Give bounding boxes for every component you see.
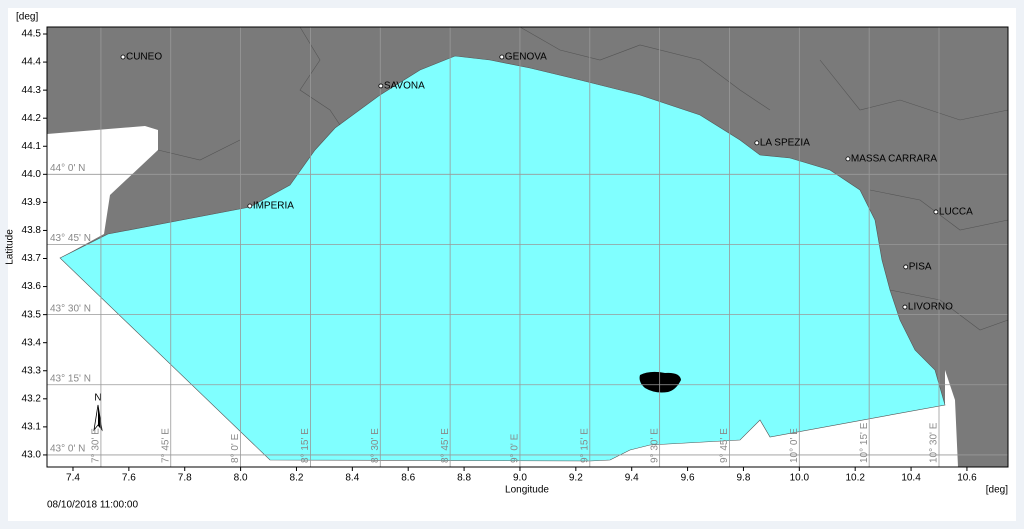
y-tick-label: 44.2 — [22, 113, 42, 124]
outside-area — [47, 126, 958, 467]
meridian-label: 9° 30' E — [649, 428, 660, 463]
north-label: N — [94, 393, 101, 404]
y-tick-label: 44.1 — [22, 141, 42, 152]
y-tick-label: 43.1 — [22, 422, 42, 433]
y-tick-label: 43.0 — [22, 450, 42, 461]
city-label: IMPERIA — [253, 201, 294, 212]
timestamp: 08/10/2018 11:00:00 — [47, 500, 138, 511]
y-tick-label: 44.4 — [22, 57, 42, 68]
island — [639, 371, 681, 393]
x-tick-label: 10.6 — [957, 473, 977, 484]
x-tick-label: 10.2 — [845, 473, 865, 484]
x-tick-label: 10.0 — [790, 473, 810, 484]
x-tick-label: 9.0 — [513, 473, 527, 484]
city-marker — [845, 156, 851, 162]
x-tick-label: 8.0 — [234, 473, 248, 484]
x-tick-label: 9.4 — [625, 473, 639, 484]
city-label: SAVONA — [384, 81, 425, 92]
city-label: LA SPEZIA — [760, 138, 810, 149]
parallel-label: 43° 15' N — [50, 373, 91, 384]
y-tick-label: 44.0 — [22, 169, 42, 180]
city-marker — [247, 203, 253, 209]
y-tick-label: 43.3 — [22, 365, 42, 376]
sea — [59, 55, 946, 462]
city-label: PISA — [909, 262, 932, 273]
x-tick-label: 8.6 — [401, 473, 415, 484]
x-tick-label: 9.2 — [569, 473, 583, 484]
parallel-label: 43° 45' N — [50, 233, 91, 244]
meridian-label: 8° 0' E — [230, 433, 241, 463]
city-label: GENOVA — [505, 52, 547, 63]
meridian-label: 9° 0' E — [510, 433, 521, 463]
x-tick-label: 9.8 — [736, 473, 750, 484]
city-marker — [378, 83, 384, 89]
y-tick-label: 44.3 — [22, 85, 42, 96]
city-label: LUCCA — [939, 207, 973, 218]
city-marker — [120, 54, 126, 60]
meridian-label: 10° 30' E — [929, 422, 940, 463]
x-axis-unit: [deg] — [986, 485, 1008, 496]
y-tick-label: 43.8 — [22, 225, 42, 236]
y-tick-label: 43.9 — [22, 197, 42, 208]
meridian-label: 9° 15' E — [579, 428, 590, 463]
x-tick-label: 7.4 — [66, 473, 80, 484]
meridian-label: 8° 15' E — [300, 428, 311, 463]
meridian-label: 8° 30' E — [370, 428, 381, 463]
meridian-label: 10° 0' E — [789, 428, 800, 463]
y-tick-label: 43.6 — [22, 281, 42, 292]
x-tick-label: 9.6 — [681, 473, 695, 484]
x-tick-label: 8.4 — [345, 473, 359, 484]
city-marker — [903, 264, 909, 270]
meridian-label: 9° 45' E — [719, 428, 730, 463]
plot-frame — [46, 26, 1009, 468]
x-axis-label: Longitude — [505, 485, 549, 496]
parallel-label: 43° 0' N — [50, 444, 85, 455]
city-marker — [933, 209, 939, 215]
parallel-label: 43° 30' N — [50, 303, 91, 314]
x-tick-label: 7.8 — [178, 473, 192, 484]
city-marker — [902, 304, 908, 310]
y-axis-unit: [deg] — [16, 12, 38, 23]
meridian-label: 10° 15' E — [859, 422, 870, 463]
meridian-label: 8° 45' E — [440, 428, 451, 463]
x-tick-label: 7.6 — [122, 473, 136, 484]
y-tick-label: 43.4 — [22, 337, 42, 348]
y-tick-label: 43.5 — [22, 309, 42, 320]
y-axis-label: Latitude — [5, 229, 16, 265]
city-label: LIVORNO — [908, 302, 953, 313]
city-label: MASSA CARRARA — [851, 154, 937, 165]
y-tick-label: 43.2 — [22, 393, 42, 404]
city-marker — [754, 140, 760, 146]
x-tick-label: 10.4 — [901, 473, 921, 484]
y-tick-label: 44.5 — [22, 29, 42, 40]
x-tick-label: 8.8 — [457, 473, 471, 484]
meridian-label: 7° 45' E — [160, 428, 171, 463]
y-tick-label: 43.7 — [22, 253, 42, 264]
city-marker — [499, 54, 505, 60]
meridian-label: 7° 30' E — [91, 428, 102, 463]
city-label: CUNEO — [126, 52, 162, 63]
x-tick-label: 8.2 — [290, 473, 304, 484]
parallel-label: 44° 0' N — [50, 163, 85, 174]
